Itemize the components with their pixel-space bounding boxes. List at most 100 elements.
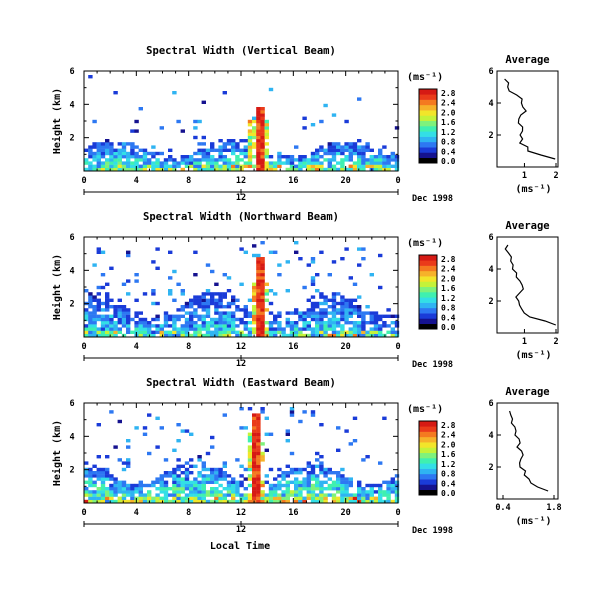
heatmap-cell <box>193 308 198 312</box>
heatmap-cell <box>243 139 248 143</box>
heatmap-cell <box>231 480 236 484</box>
heatmap-cell <box>319 308 324 312</box>
heatmap-cell <box>96 250 101 254</box>
heatmap-cell <box>210 467 215 472</box>
colorbar-swatch <box>419 484 437 491</box>
heatmap-cell <box>168 276 173 280</box>
heatmap-cell <box>285 333 290 338</box>
heatmap-cell <box>105 314 110 318</box>
heatmap-cell <box>205 493 211 497</box>
heatmap-cell <box>369 155 374 159</box>
heatmap-cell <box>252 483 257 488</box>
colorbar-tick-label: 2.4 <box>441 431 456 440</box>
panel-title: Spectral Width (Eastward Beam) <box>146 377 336 389</box>
x-tick-label: 20 <box>341 508 351 518</box>
heatmap-cell <box>365 493 370 497</box>
heatmap-cell <box>218 499 223 504</box>
heatmap-cell <box>310 487 316 491</box>
heatmap-cell <box>373 499 379 504</box>
heatmap-cell <box>155 247 160 251</box>
heatmap-cell <box>260 151 265 156</box>
heatmap-cell <box>336 311 341 315</box>
heatmap-cell <box>348 151 353 156</box>
panel-title: Spectral Width (Vertical Beam) <box>146 45 336 57</box>
heatmap-cell <box>117 155 122 159</box>
heatmap-cell <box>239 321 244 325</box>
heatmap-cell <box>155 314 160 318</box>
colorbar-swatch <box>419 270 437 277</box>
heatmap-cell <box>184 499 190 504</box>
heatmap-cell <box>130 142 135 146</box>
average-title: Average <box>505 54 549 66</box>
heatmap-cell <box>84 161 89 165</box>
heatmap-cell <box>260 260 265 264</box>
heatmap-cell <box>268 87 274 92</box>
heatmap-cell <box>256 295 261 299</box>
colorbar-swatch <box>419 463 437 469</box>
heatmap-cell <box>277 158 282 162</box>
heatmap-cell <box>155 496 160 500</box>
heatmap-cell <box>159 499 164 504</box>
heatmap-cell <box>134 321 139 325</box>
heatmap-cell <box>289 167 295 172</box>
heatmap-cell <box>386 490 391 494</box>
heatmap-cell <box>172 333 177 338</box>
heatmap-cell <box>306 477 311 481</box>
heatmap-cell <box>180 161 185 165</box>
heatmap-cell <box>344 298 349 302</box>
heatmap-cell <box>386 480 391 484</box>
heatmap-cell <box>184 493 190 497</box>
heatmap-cell <box>121 467 127 472</box>
heatmap-cell <box>172 477 177 481</box>
heatmap-cell <box>134 490 139 494</box>
heatmap-cell <box>348 167 353 172</box>
heatmap-cell <box>100 314 106 318</box>
heatmap-cell <box>214 317 219 322</box>
heatmap-cell <box>247 407 253 411</box>
heatmap-cell <box>96 317 101 322</box>
heatmap-cell <box>247 161 253 165</box>
heatmap-cell <box>369 148 374 152</box>
heatmap-cell <box>218 145 223 149</box>
heatmap-cell <box>163 480 169 484</box>
heatmap-cell <box>348 442 353 446</box>
heatmap-cell <box>315 155 320 159</box>
heatmap-cell <box>294 483 299 488</box>
heatmap-cell <box>113 493 118 497</box>
heatmap-cell <box>180 490 185 494</box>
heatmap-cell <box>315 311 320 315</box>
heatmap-cell <box>243 493 248 497</box>
heatmap-cell <box>142 148 148 152</box>
heatmap-cell <box>126 499 131 504</box>
heatmap-cell <box>378 324 383 328</box>
heatmap-cell <box>147 161 152 165</box>
heatmap-cell <box>205 324 211 328</box>
y-tick-label: 6 <box>69 67 74 77</box>
heatmap-cell <box>285 321 290 325</box>
heatmap-cell <box>222 324 227 328</box>
colorbar-swatch <box>419 115 437 122</box>
heatmap-cell <box>348 155 353 159</box>
colorbar-frame <box>418 420 438 496</box>
heatmap-cell <box>306 324 311 328</box>
heatmap-cell <box>147 324 152 328</box>
heatmap-cell <box>168 330 173 334</box>
heatmap-cell <box>285 429 290 433</box>
heatmap-cell <box>378 330 383 334</box>
heatmap-cell <box>226 301 232 306</box>
heatmap-cell <box>151 324 156 328</box>
heatmap-cell <box>315 301 320 306</box>
heatmap-cell <box>340 298 345 302</box>
heatmap-cell <box>394 483 400 488</box>
heatmap-cell <box>298 167 303 172</box>
heatmap-cell <box>214 471 219 475</box>
heatmap-cell <box>361 148 366 152</box>
heatmap-cell <box>113 91 118 95</box>
heatmap-cell <box>344 301 349 306</box>
heatmap-cell <box>222 474 227 478</box>
heatmap-cell <box>117 321 122 325</box>
heatmap-cell <box>113 161 118 165</box>
heatmap-cell <box>155 493 160 497</box>
heatmap-cell <box>231 164 236 168</box>
